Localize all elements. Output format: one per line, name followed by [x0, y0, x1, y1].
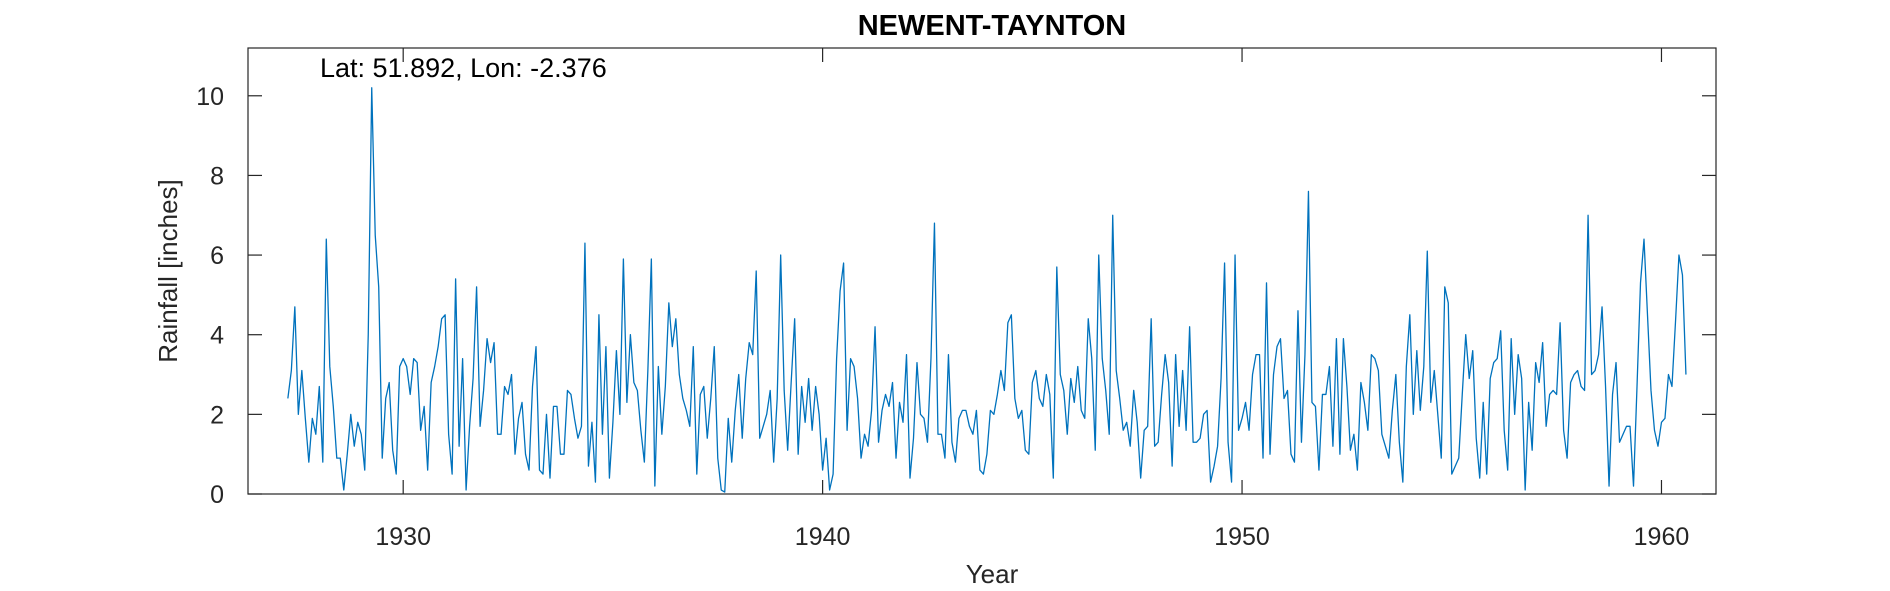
chart-title: NEWENT-TAYNTON [858, 10, 1127, 42]
x-tick-label: 1930 [375, 523, 431, 551]
x-tick-label: 1950 [1214, 523, 1270, 551]
plot-frame [247, 47, 1717, 495]
y-tick-label: 6 [210, 242, 224, 270]
y-tick-label: 4 [210, 322, 224, 350]
x-axis-label: Year [966, 559, 1019, 589]
rainfall-series-line [287, 87, 1687, 493]
x-tick-label: 1960 [1634, 523, 1690, 551]
location-annotation: Lat: 51.892, Lon: -2.376 [320, 53, 607, 83]
axis-ticks [248, 48, 1716, 495]
tick-labels: 1930 1940 1950 1960 0 2 4 6 8 10 [196, 83, 1689, 551]
y-tick-label: 0 [210, 481, 224, 509]
y-tick-label: 8 [210, 162, 224, 190]
y-tick-label: 2 [210, 401, 224, 429]
x-tick-label: 1940 [795, 523, 851, 551]
y-tick-label: 10 [196, 83, 224, 111]
y-axis-label: Rainfall [inches] [153, 179, 183, 363]
